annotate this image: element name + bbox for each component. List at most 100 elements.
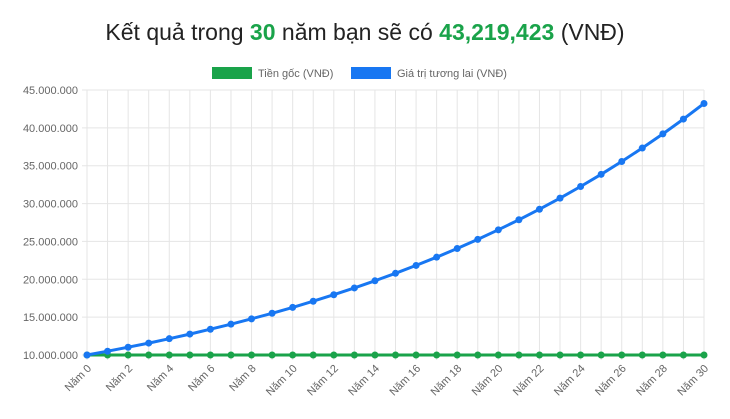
y-tick-label: 40.000.000 bbox=[23, 123, 78, 135]
data-point[interactable] bbox=[535, 351, 543, 359]
data-point[interactable] bbox=[618, 157, 626, 165]
data-point[interactable] bbox=[577, 183, 585, 191]
x-tick-label: Năm 18 bbox=[429, 363, 465, 399]
data-point[interactable] bbox=[474, 235, 482, 243]
legend[interactable]: Tiền gốc (VNĐ) Giá trị tương lai (VNĐ) bbox=[212, 67, 507, 80]
data-point[interactable] bbox=[577, 351, 585, 359]
x-tick-label: Năm 14 bbox=[346, 363, 382, 399]
data-point[interactable] bbox=[248, 315, 256, 323]
data-point[interactable] bbox=[289, 303, 297, 311]
data-point[interactable] bbox=[638, 144, 646, 152]
x-tick-label: Năm 24 bbox=[552, 363, 588, 399]
x-tick-label: Năm 22 bbox=[511, 363, 547, 399]
y-tick-label: 35.000.000 bbox=[23, 161, 78, 173]
data-point[interactable] bbox=[104, 347, 112, 355]
data-point[interactable] bbox=[330, 351, 338, 359]
x-tick-label: Năm 2 bbox=[104, 363, 135, 394]
data-point[interactable] bbox=[412, 261, 420, 269]
series-principal bbox=[83, 351, 708, 359]
data-point[interactable] bbox=[330, 291, 338, 299]
data-point[interactable] bbox=[597, 170, 605, 178]
data-point[interactable] bbox=[289, 351, 297, 359]
data-point[interactable] bbox=[474, 351, 482, 359]
data-point[interactable] bbox=[371, 351, 379, 359]
x-tick-label: Năm 28 bbox=[634, 363, 670, 399]
data-point[interactable] bbox=[618, 351, 626, 359]
grid-lines bbox=[82, 89, 705, 360]
data-point[interactable] bbox=[453, 351, 461, 359]
data-point[interactable] bbox=[124, 351, 132, 359]
x-tick-label: Năm 12 bbox=[305, 363, 341, 399]
data-point[interactable] bbox=[453, 244, 461, 252]
x-tick-label: Năm 16 bbox=[387, 363, 423, 399]
data-point[interactable] bbox=[371, 277, 379, 285]
data-point[interactable] bbox=[145, 351, 153, 359]
headline-middle: năm bạn sẽ có bbox=[281, 19, 433, 45]
series-layer bbox=[83, 99, 708, 359]
headline-prefix: Kết quả trong bbox=[105, 19, 244, 45]
data-point[interactable] bbox=[248, 351, 256, 359]
x-tick-label: Năm 0 bbox=[63, 363, 94, 394]
data-point[interactable] bbox=[679, 351, 687, 359]
data-point[interactable] bbox=[679, 115, 687, 123]
data-point[interactable] bbox=[309, 297, 317, 305]
headline-years: 30 bbox=[249, 19, 276, 45]
data-point[interactable] bbox=[392, 351, 399, 359]
data-point[interactable] bbox=[556, 194, 564, 202]
data-point[interactable] bbox=[268, 351, 276, 359]
legend-swatch-principal[interactable] bbox=[212, 67, 252, 79]
y-tick-label: 15.000.000 bbox=[23, 312, 78, 324]
data-point[interactable] bbox=[186, 351, 194, 359]
data-point[interactable] bbox=[700, 351, 708, 359]
data-point[interactable] bbox=[206, 325, 214, 333]
result-headline: Kết quả trong 30 năm bạn sẽ có 43,219,42… bbox=[0, 19, 730, 46]
data-point[interactable] bbox=[659, 351, 667, 359]
data-point[interactable] bbox=[124, 343, 132, 351]
data-point[interactable] bbox=[83, 351, 91, 359]
data-point[interactable] bbox=[145, 339, 153, 347]
data-point[interactable] bbox=[350, 284, 358, 292]
x-tick-label: Năm 30 bbox=[675, 363, 711, 399]
y-axis-ticks: 10.000.000 15.000.000 20.000.000 25.000.000… bbox=[23, 85, 78, 362]
data-point[interactable] bbox=[556, 351, 564, 359]
data-point[interactable] bbox=[515, 216, 523, 224]
data-point[interactable] bbox=[659, 130, 667, 138]
data-point[interactable] bbox=[268, 309, 276, 317]
x-tick-label: Năm 8 bbox=[227, 363, 258, 394]
y-tick-label: 10.000.000 bbox=[23, 350, 78, 362]
data-point[interactable] bbox=[433, 253, 441, 261]
x-tick-label: Năm 4 bbox=[145, 363, 176, 394]
data-point[interactable] bbox=[535, 205, 543, 213]
y-tick-label: 25.000.000 bbox=[23, 236, 78, 248]
data-point[interactable] bbox=[515, 351, 523, 359]
data-point[interactable] bbox=[165, 335, 173, 343]
data-point[interactable] bbox=[206, 351, 214, 359]
x-tick-label: Năm 26 bbox=[593, 363, 629, 399]
data-point[interactable] bbox=[597, 351, 605, 359]
data-point[interactable] bbox=[494, 226, 502, 234]
data-point[interactable] bbox=[638, 351, 646, 359]
data-point[interactable] bbox=[227, 320, 235, 328]
data-point[interactable] bbox=[392, 269, 399, 277]
data-point[interactable] bbox=[165, 351, 173, 359]
legend-swatch-future-value[interactable] bbox=[351, 67, 391, 79]
data-point[interactable] bbox=[494, 351, 502, 359]
x-axis-ticks: Năm 0 Năm 2 Năm 4 Năm 6 Năm 8 Năm 10 Năm 12 Năm… bbox=[63, 363, 711, 399]
data-point[interactable] bbox=[309, 351, 317, 359]
series-future-value bbox=[83, 99, 708, 359]
data-point[interactable] bbox=[186, 330, 194, 338]
x-tick-label: Năm 20 bbox=[470, 363, 506, 399]
y-tick-label: 30.000.000 bbox=[23, 199, 78, 211]
y-tick-label: 20.000.000 bbox=[23, 274, 78, 286]
x-tick-label: Năm 6 bbox=[186, 363, 217, 394]
data-point[interactable] bbox=[433, 351, 441, 359]
data-point[interactable] bbox=[350, 351, 358, 359]
data-point[interactable] bbox=[412, 351, 420, 359]
legend-label-principal[interactable]: Tiền gốc (VNĐ) bbox=[258, 68, 333, 80]
y-tick-label: 45.000.000 bbox=[23, 85, 78, 97]
data-point[interactable] bbox=[700, 99, 708, 107]
x-tick-label: Năm 10 bbox=[264, 363, 300, 399]
data-point[interactable] bbox=[227, 351, 235, 359]
legend-label-future-value[interactable]: Giá trị tương lai (VNĐ) bbox=[397, 68, 507, 80]
